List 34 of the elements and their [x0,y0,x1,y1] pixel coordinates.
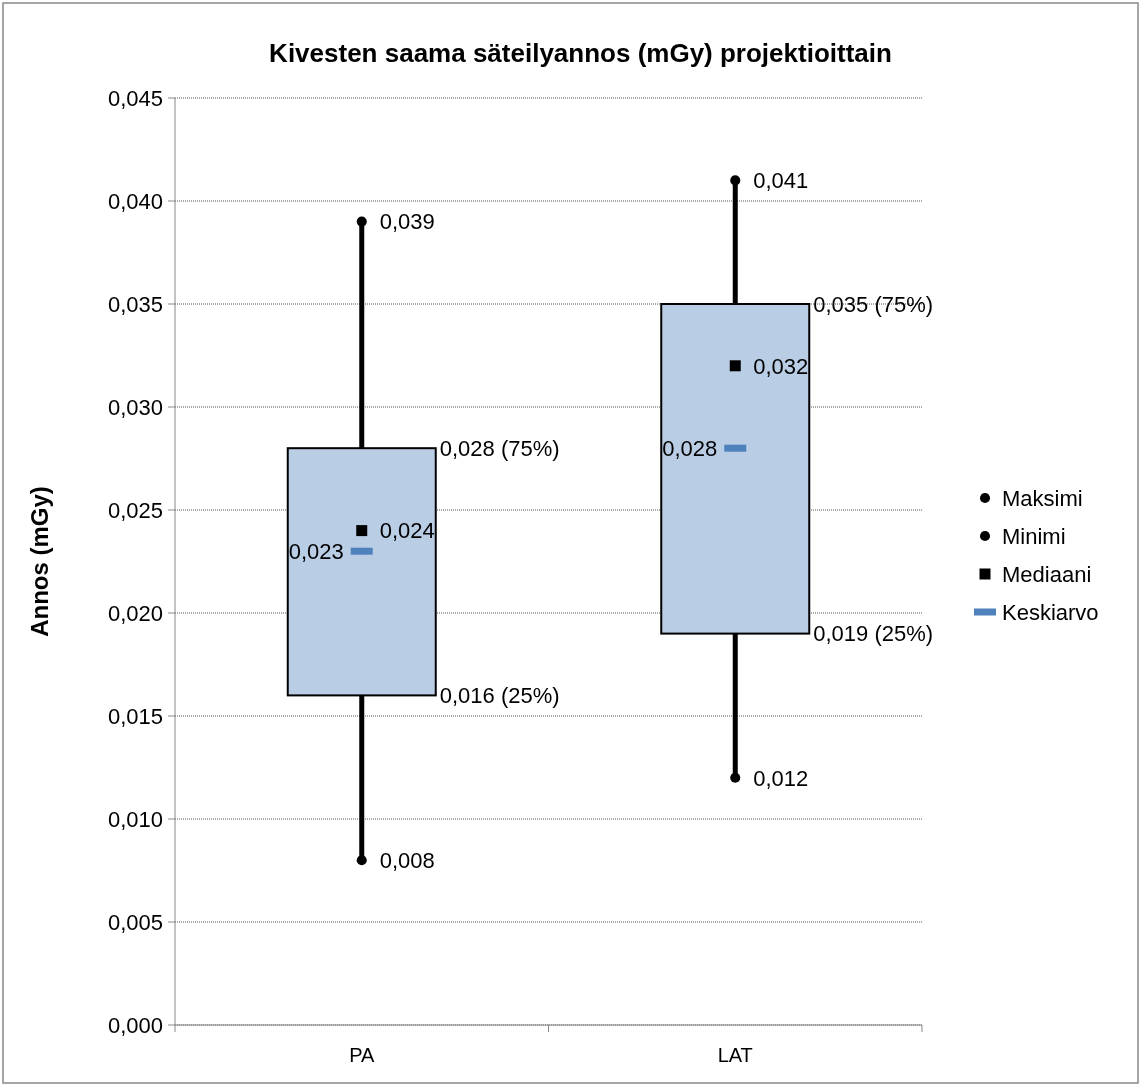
data-label: 0,039 [379,209,435,235]
point [730,772,741,783]
y-tick-label: 0,000 [107,1012,163,1038]
legend-label: Minimi [1002,523,1066,549]
chart-title: Kivesten saama säteilyannos (mGy) projektioittain [269,38,892,68]
annotation: 0,028 (75%) [439,435,560,461]
y-tick-label: 0,045 [107,85,163,111]
data-label: 0,008 [379,847,435,873]
y-tick-label: 0,030 [107,394,163,420]
annotation: 0,024 [379,518,435,544]
data-label: 0,012 [753,765,809,791]
y-tick-label: 0,025 [107,497,163,523]
y-tick-label: 0,010 [107,806,163,832]
y-axis-title: Annos (mGy) [26,486,53,637]
annotation: 0,035 (75%) [813,291,934,317]
x-tick-label: LAT [717,1044,753,1066]
legend-label: Maksimi [1002,485,1083,511]
y-tick-label: 0,005 [107,909,163,935]
annotation: 0,016 (25%) [439,683,560,709]
annotation: 0,032 [753,353,809,379]
point [356,216,367,227]
annotation: 0,028 [662,435,718,461]
y-tick-label: 0,035 [107,291,163,317]
x-tick-label: PA [349,1044,375,1066]
data-label: 0,041 [753,168,809,194]
point [356,855,367,866]
annotation: 0,019 (25%) [813,621,934,647]
legend-label: Mediaani [1002,561,1092,587]
y-tick-label: 0,020 [107,600,163,626]
y-tick-label: 0,040 [107,188,163,214]
y-tick-label: 0,015 [107,703,163,729]
annotation: 0,023 [288,538,344,564]
point [730,175,741,186]
legend-label: Keskiarvo [1002,599,1099,625]
